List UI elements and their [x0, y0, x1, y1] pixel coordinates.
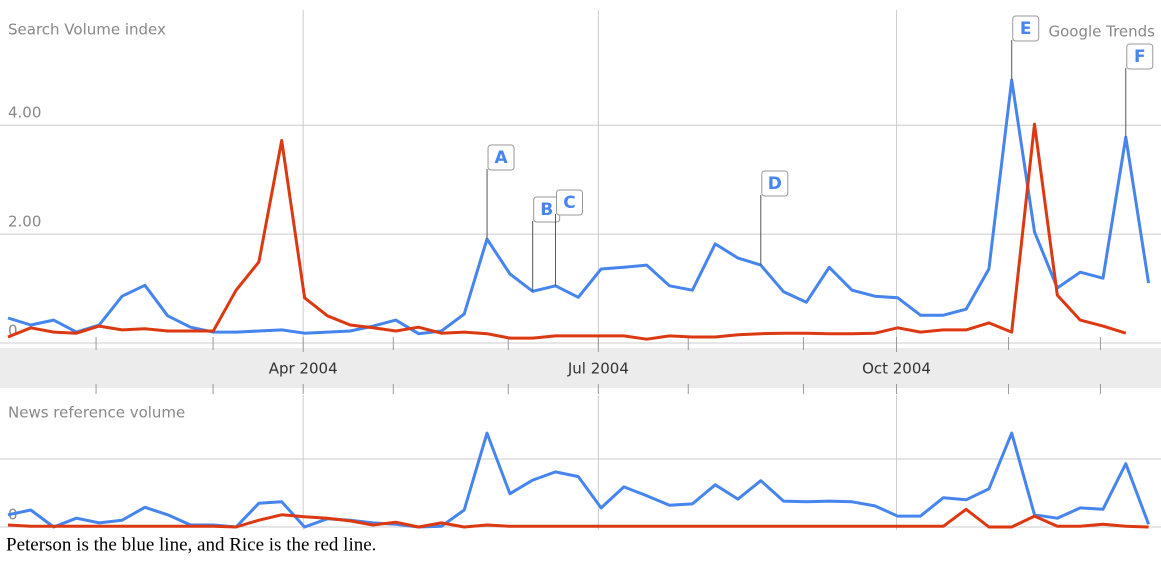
annotation-label: E: [1020, 19, 1032, 39]
y-tick-label: 4.00: [8, 104, 41, 122]
y-tick-label: 2.00: [8, 213, 41, 231]
annotation-flag: [761, 170, 789, 197]
y-axis-label: News reference volume: [8, 404, 185, 422]
annotation-flag: [487, 144, 515, 171]
series-line: [7, 431, 1151, 529]
annotation-label: A: [494, 148, 508, 168]
x-tick-label: Jul 2004: [567, 360, 629, 378]
series-line: [7, 122, 1127, 341]
annotation-label: D: [768, 174, 782, 194]
annotation-flag: [1012, 15, 1040, 42]
annotation-label: C: [563, 193, 575, 213]
annotation-label: F: [1134, 47, 1146, 67]
axis-band: [0, 348, 1161, 388]
x-tick-label: Apr 2004: [269, 360, 338, 378]
annotation-flag: [555, 189, 583, 216]
annotation-flag: [1126, 43, 1154, 70]
series-line: [7, 507, 1149, 529]
annotation-label: B: [540, 200, 553, 220]
y-tick-label: 0: [8, 322, 18, 340]
series-line: [7, 78, 1151, 336]
y-axis-label: Search Volume index: [8, 21, 166, 39]
x-tick-label: Oct 2004: [862, 360, 931, 378]
watermark: Google Trends: [1048, 23, 1155, 41]
caption: Peterson is the blue line, and Rice is t…: [6, 534, 376, 555]
